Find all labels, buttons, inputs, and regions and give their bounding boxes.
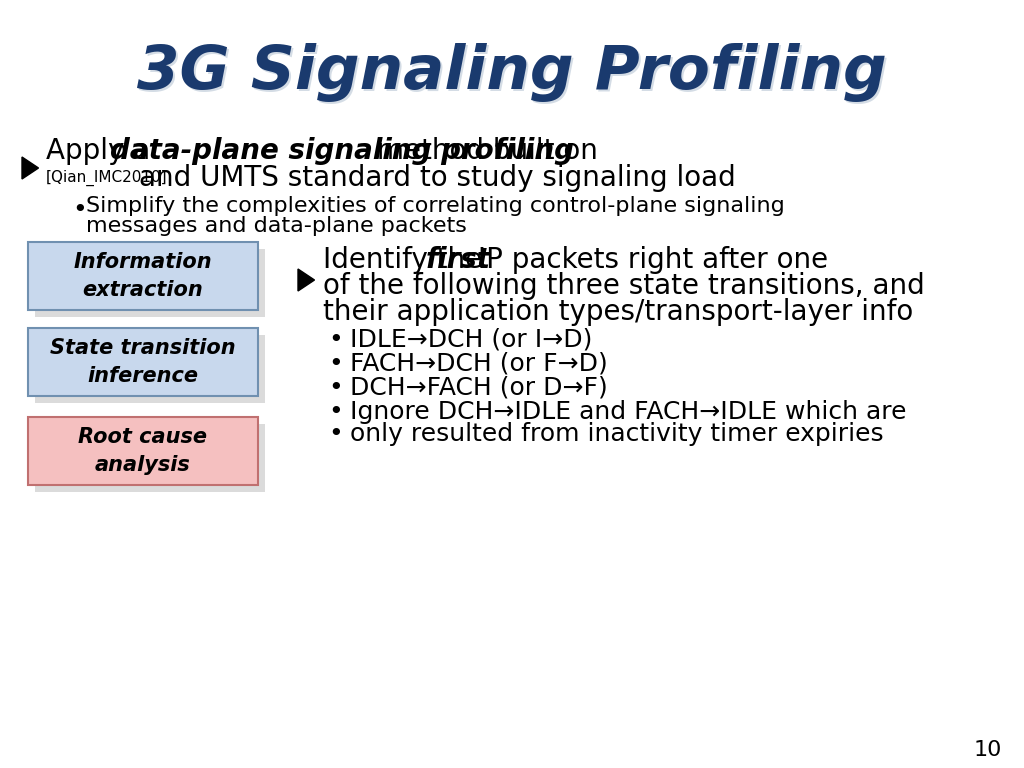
Text: data-plane signaling profiling: data-plane signaling profiling bbox=[110, 137, 574, 165]
Text: •: • bbox=[328, 352, 343, 376]
Text: only resulted from inactivity timer expiries: only resulted from inactivity timer expi… bbox=[350, 422, 884, 446]
Text: Information
extraction: Information extraction bbox=[74, 252, 212, 300]
Text: first: first bbox=[426, 246, 490, 274]
Text: DCH→FACH (or D→F): DCH→FACH (or D→F) bbox=[350, 376, 608, 400]
Text: and UMTS standard to study signaling load: and UMTS standard to study signaling loa… bbox=[139, 164, 736, 192]
Text: IP packets right after one: IP packets right after one bbox=[469, 246, 828, 274]
Text: Identify the: Identify the bbox=[323, 246, 490, 274]
Text: of the following three state transitions, and: of the following three state transitions… bbox=[323, 272, 925, 300]
Text: 3G Signaling Profiling: 3G Signaling Profiling bbox=[139, 45, 889, 104]
Text: Apply a: Apply a bbox=[46, 137, 159, 165]
Polygon shape bbox=[22, 157, 39, 179]
Text: FACH→DCH (or F→D): FACH→DCH (or F→D) bbox=[350, 352, 608, 376]
Text: method built on: method built on bbox=[368, 137, 598, 165]
Text: Ignore DCH→IDLE and FACH→IDLE which are: Ignore DCH→IDLE and FACH→IDLE which are bbox=[350, 400, 906, 424]
FancyBboxPatch shape bbox=[28, 328, 258, 396]
Text: •: • bbox=[328, 400, 343, 424]
Text: their application types/transport-layer info: their application types/transport-layer … bbox=[323, 298, 913, 326]
Text: Simplify the complexities of correlating control-plane signaling: Simplify the complexities of correlating… bbox=[86, 196, 784, 216]
Text: 3G Signaling Profiling: 3G Signaling Profiling bbox=[137, 44, 887, 102]
FancyBboxPatch shape bbox=[35, 424, 265, 492]
Text: [Qian_IMC2010]: [Qian_IMC2010] bbox=[46, 170, 168, 186]
Text: 10: 10 bbox=[974, 740, 1002, 760]
Text: messages and data-plane packets: messages and data-plane packets bbox=[86, 216, 467, 236]
Text: •: • bbox=[328, 376, 343, 400]
Polygon shape bbox=[298, 269, 314, 291]
Text: •: • bbox=[72, 198, 87, 222]
Text: •: • bbox=[328, 328, 343, 352]
FancyBboxPatch shape bbox=[28, 417, 258, 485]
Text: State transition
inference: State transition inference bbox=[50, 338, 236, 386]
FancyBboxPatch shape bbox=[35, 335, 265, 403]
Text: IDLE→DCH (or I→D): IDLE→DCH (or I→D) bbox=[350, 328, 592, 352]
FancyBboxPatch shape bbox=[35, 249, 265, 317]
Text: Root cause
analysis: Root cause analysis bbox=[79, 427, 208, 475]
FancyBboxPatch shape bbox=[28, 242, 258, 310]
Text: •: • bbox=[328, 422, 343, 446]
